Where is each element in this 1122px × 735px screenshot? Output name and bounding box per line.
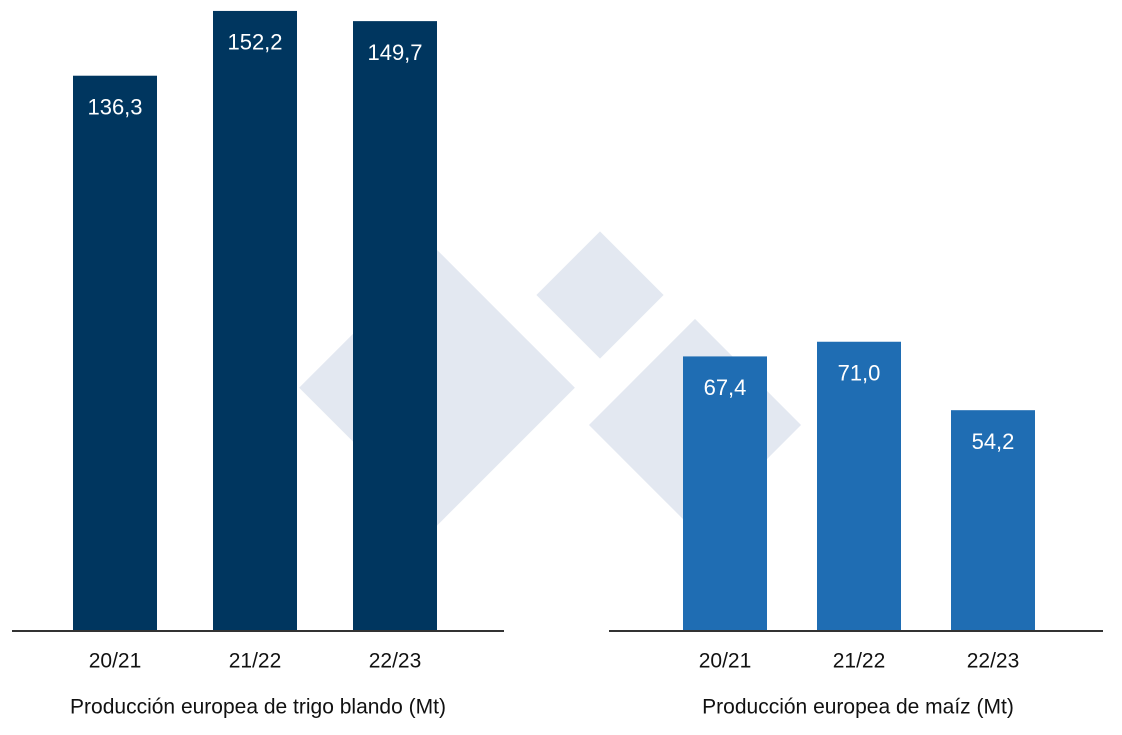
value-label: 54,2 [972, 429, 1015, 454]
value-label: 149,7 [367, 40, 422, 65]
value-label: 136,3 [87, 95, 142, 120]
bar [951, 410, 1035, 631]
bar [817, 341, 901, 631]
value-label: 71,0 [838, 361, 881, 386]
value-label: 67,4 [704, 375, 747, 400]
x-tick-label: 22/23 [369, 650, 422, 673]
x-tick-label: 21/22 [229, 650, 282, 673]
bar [683, 356, 767, 631]
x-tick-label: 20/21 [699, 650, 752, 673]
chart-title: Producción europea de trigo blando (Mt) [70, 696, 446, 719]
chart-title: Producción europea de maíz (Mt) [702, 696, 1014, 719]
x-tick-label: 20/21 [89, 650, 142, 673]
bar [73, 75, 157, 631]
x-tick-label: 21/22 [833, 650, 886, 673]
bar [353, 21, 437, 632]
x-tick-label: 22/23 [967, 650, 1020, 673]
value-label: 152,2 [227, 30, 282, 55]
bar [213, 10, 297, 632]
